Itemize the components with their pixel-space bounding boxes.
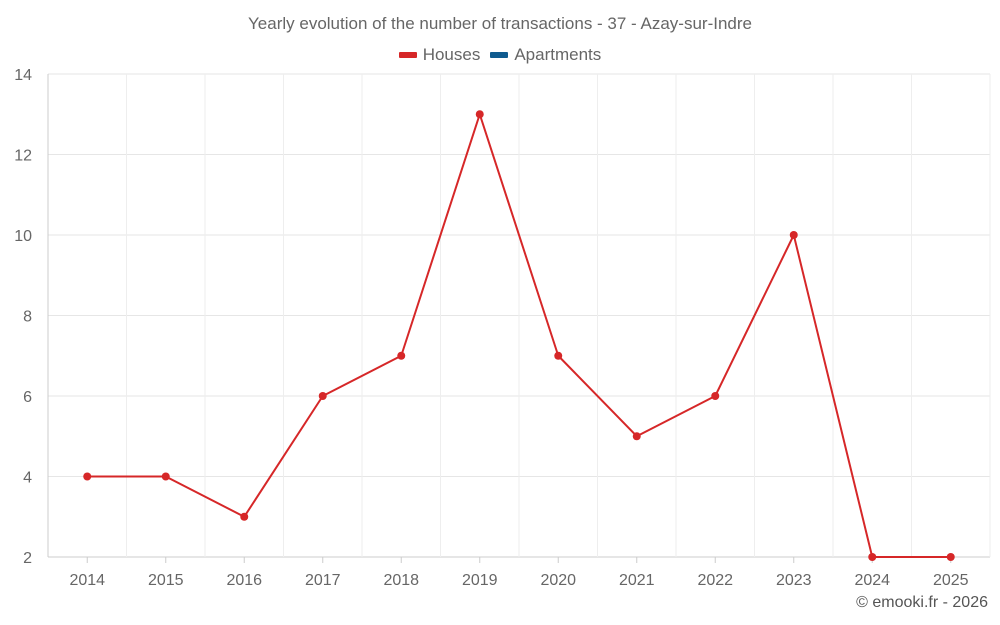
data-point [240, 512, 249, 521]
data-point [475, 110, 484, 119]
legend-item-houses[interactable]: Houses [398, 45, 481, 65]
data-point [554, 351, 563, 360]
y-tick-label: 2 [23, 550, 32, 567]
x-tick-label: 2019 [462, 572, 498, 589]
y-tick-label: 4 [23, 470, 32, 487]
y-tick-label: 12 [14, 148, 32, 165]
credit-text: © emooki.fr - 2026 [856, 594, 988, 611]
x-tick-label: 2016 [226, 572, 262, 589]
x-tick-label: 2021 [619, 572, 655, 589]
legend-swatch-apartments [490, 52, 509, 58]
y-tick-label: 6 [23, 389, 32, 406]
x-tick-label: 2020 [540, 572, 576, 589]
x-tick-label: 2015 [148, 572, 184, 589]
x-tick-label: 2017 [305, 572, 341, 589]
y-tick-label: 8 [23, 309, 32, 326]
legend-item-apartments[interactable]: Apartments [490, 45, 601, 65]
x-tick-label: 2014 [69, 572, 105, 589]
data-point [946, 553, 955, 561]
x-tick-label: 2022 [697, 572, 733, 589]
chart-title: Yearly evolution of the number of transa… [248, 14, 752, 33]
x-tick-label: 2023 [776, 572, 812, 589]
y-tick-label: 14 [14, 67, 32, 84]
data-point [632, 432, 641, 441]
data-point [83, 472, 92, 481]
data-point [868, 553, 877, 561]
data-point [161, 472, 170, 481]
y-tick-label: 10 [14, 228, 32, 245]
x-tick-label: 2025 [933, 572, 969, 589]
series-line-houses [87, 113, 951, 558]
legend-label-apartments: Apartments [514, 45, 602, 64]
data-point [789, 231, 798, 239]
data-point [711, 392, 720, 400]
data-point [318, 392, 327, 400]
x-tick-label: 2018 [383, 572, 419, 589]
legend-label-houses: Houses [422, 45, 481, 64]
chart-legend: Houses Apartments [0, 45, 1000, 65]
data-point [397, 351, 406, 360]
legend-swatch-houses [398, 52, 417, 58]
x-tick-label: 2024 [854, 572, 890, 589]
